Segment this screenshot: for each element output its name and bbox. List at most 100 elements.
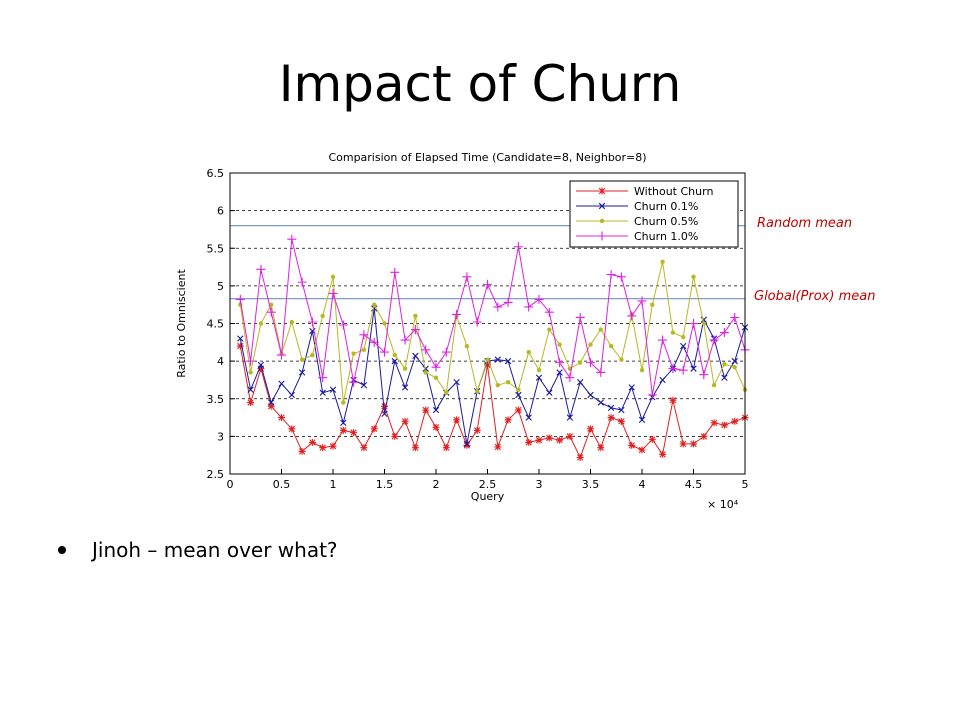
data-point (638, 416, 646, 424)
x-axis-label: Query (471, 490, 505, 503)
data-point (731, 357, 738, 365)
data-point (516, 387, 521, 392)
data-point (678, 365, 688, 375)
data-point (433, 375, 439, 380)
data-point (267, 402, 275, 410)
data-point (586, 358, 595, 368)
data-point (669, 396, 677, 404)
data-point (599, 218, 605, 224)
data-point (546, 389, 553, 396)
y-tick-label: 5.5 (207, 242, 225, 255)
data-point (504, 416, 512, 424)
chart-title: Comparision of Elapsed Time (Candidate=8… (328, 151, 646, 164)
data-point (360, 444, 368, 452)
data-point (391, 432, 399, 440)
data-point (369, 337, 379, 347)
data-point (505, 379, 511, 385)
x-tick-label: 4.5 (685, 478, 703, 491)
data-point (679, 440, 687, 448)
data-point (319, 389, 326, 396)
data-point (310, 352, 315, 358)
data-point (534, 294, 544, 304)
data-point (257, 365, 265, 373)
data-point (288, 391, 295, 399)
data-point (700, 316, 707, 323)
data-point (453, 379, 460, 386)
data-point (236, 342, 244, 350)
data-point (616, 272, 626, 282)
data-point (690, 440, 697, 448)
data-point (256, 264, 266, 274)
data-point (628, 441, 636, 449)
data-point (638, 446, 646, 454)
y-tick-label: 6 (217, 205, 224, 218)
data-point (597, 399, 604, 406)
y-tick-label: 6.5 (207, 167, 225, 180)
data-point (268, 399, 275, 406)
data-point (513, 242, 523, 252)
y-tick-label: 3 (217, 430, 224, 443)
data-point (339, 426, 347, 434)
data-point (258, 321, 264, 326)
data-point (576, 453, 584, 461)
y-tick-label: 5 (217, 280, 224, 293)
data-point (462, 272, 472, 282)
bullet-item: Jinoh – mean over what? (58, 538, 338, 562)
data-point (598, 327, 603, 332)
data-point (525, 438, 533, 446)
data-point (639, 367, 645, 373)
data-point (575, 312, 585, 322)
data-point (566, 414, 574, 421)
data-point (721, 374, 728, 381)
data-point (432, 423, 440, 431)
x-tick-label: 0 (227, 478, 234, 491)
data-point (565, 373, 575, 383)
data-point (524, 302, 534, 312)
data-point (535, 436, 543, 444)
bullet-text: Jinoh – mean over what? (92, 538, 338, 562)
legend-label: Without Churn (634, 185, 713, 198)
data-point (421, 345, 431, 355)
data-point (689, 319, 698, 328)
data-point (588, 342, 593, 347)
series-line (239, 261, 746, 403)
data-point (341, 400, 346, 405)
data-point (557, 342, 562, 347)
data-point (556, 436, 564, 444)
legend: Without Churn Churn 0.1% Churn 0.5% Churn 1… (569, 180, 739, 248)
data-point (330, 274, 336, 280)
data-point (351, 351, 356, 356)
y-tick-label: 3.5 (207, 393, 225, 406)
data-point (246, 356, 256, 366)
data-point (670, 330, 676, 335)
data-point (329, 442, 337, 450)
data-point (730, 312, 740, 322)
data-point (720, 421, 728, 429)
data-point (681, 334, 686, 340)
data-point (401, 417, 409, 425)
data-point (381, 402, 388, 410)
data-point (598, 202, 606, 210)
data-point (680, 342, 687, 350)
x-tick-label: 2 (433, 478, 440, 491)
data-point (329, 386, 337, 393)
data-point (278, 380, 285, 387)
random-mean-annotation: Random mean (757, 216, 853, 231)
data-point (525, 414, 532, 421)
data-point (483, 279, 492, 289)
data-point (627, 311, 637, 321)
data-point (289, 319, 294, 325)
data-point (247, 399, 255, 407)
data-point (709, 335, 719, 345)
legend-label: Churn 0.1% (634, 200, 698, 213)
data-point (360, 382, 368, 389)
data-point (587, 391, 594, 399)
data-point (247, 386, 254, 393)
data-point (288, 425, 296, 433)
data-point (380, 347, 389, 357)
data-point (731, 417, 739, 425)
y-tick-label: 4 (217, 355, 224, 368)
data-point (555, 358, 565, 368)
data-point (371, 305, 378, 312)
y-axis-label: Ratio to Omniscient (175, 269, 188, 378)
